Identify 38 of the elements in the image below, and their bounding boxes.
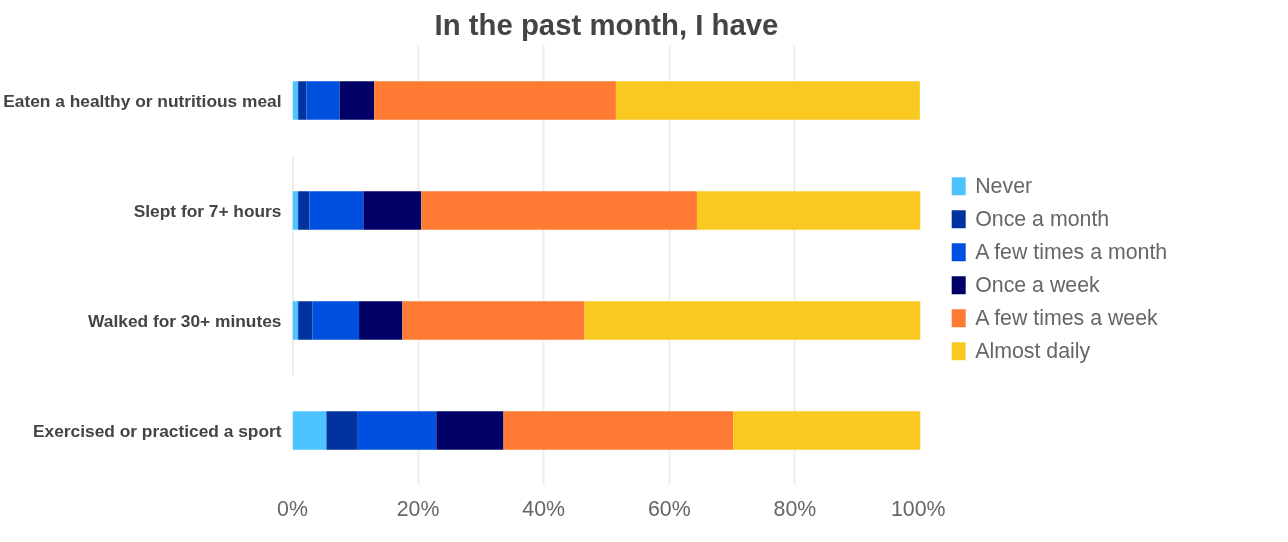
y-tick-label: Walked for 30+ minutes	[88, 310, 282, 331]
legend-label: A few times a month	[975, 240, 1168, 265]
x-tick-label: 60%	[647, 496, 691, 521]
bar	[292, 411, 327, 450]
y-tick-label: Eaten a healthy or nutritious meal	[3, 90, 282, 111]
bar	[584, 301, 921, 340]
bar	[363, 191, 422, 230]
bar	[436, 411, 504, 450]
bar	[374, 81, 616, 120]
y-tick-label: Exercised or practiced a sport	[33, 420, 282, 441]
bar	[402, 301, 585, 340]
bar	[298, 191, 310, 230]
bar	[696, 191, 921, 230]
bar	[359, 301, 403, 340]
bar	[339, 81, 375, 120]
x-tick-label: 20%	[396, 496, 440, 521]
bar	[298, 301, 313, 340]
x-tick-label: 40%	[522, 496, 566, 521]
bar	[733, 411, 921, 450]
chart-title: In the past month, I have	[434, 7, 779, 41]
bar	[306, 81, 340, 120]
bar	[503, 411, 734, 450]
bar	[357, 411, 437, 450]
bar	[326, 411, 358, 450]
bar	[298, 81, 307, 120]
bar	[421, 191, 697, 230]
bar	[312, 301, 360, 340]
y-tick-label: Slept for 7+ hours	[133, 200, 282, 221]
bar	[615, 81, 920, 120]
x-tick-label: 100%	[890, 496, 946, 521]
legend-label: Never	[975, 174, 1033, 199]
x-tick-label: 0%	[277, 496, 308, 521]
bar	[309, 191, 364, 230]
legend-label: Once a week	[975, 273, 1101, 298]
legend-label: Almost daily	[975, 339, 1091, 364]
x-tick-label: 80%	[773, 496, 817, 521]
legend-label: Once a month	[975, 207, 1110, 232]
legend-label: A few times a week	[975, 306, 1159, 331]
